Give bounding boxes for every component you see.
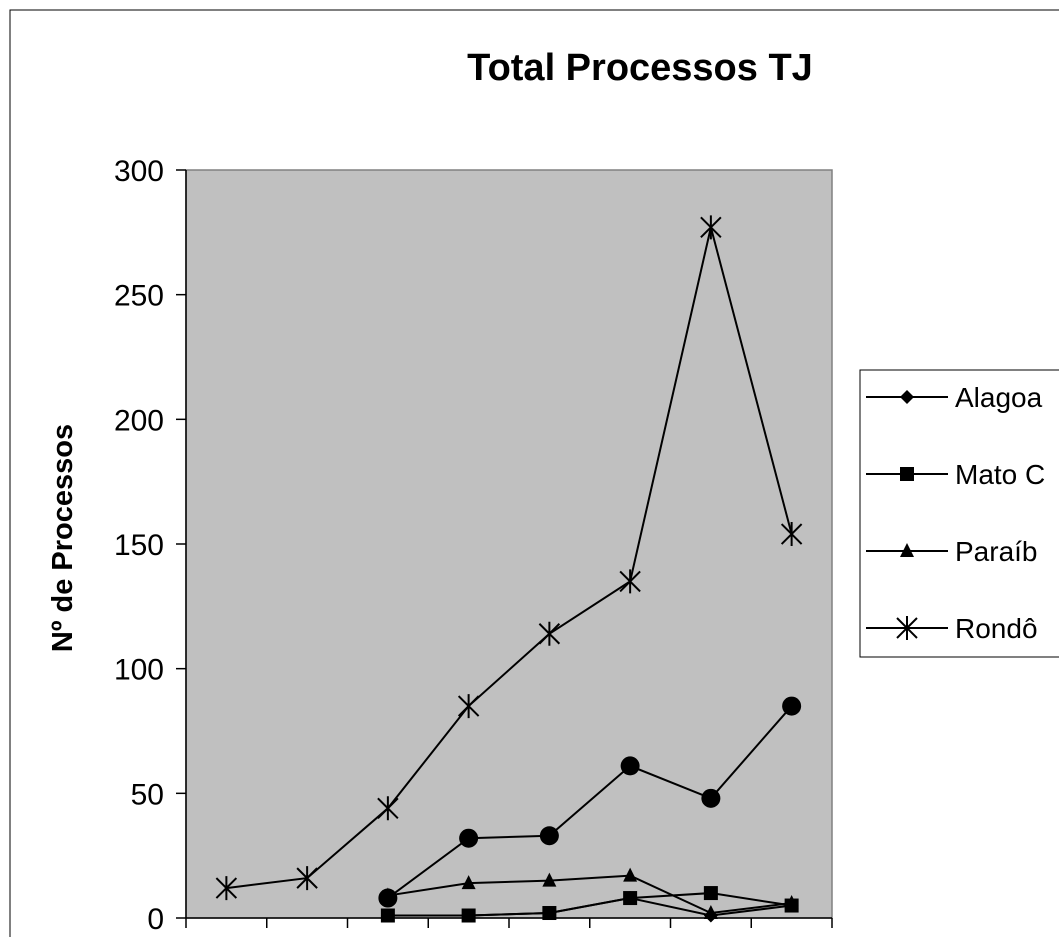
square-marker-shape <box>623 891 637 905</box>
legend-marker <box>900 467 914 481</box>
y-tick-label: 300 <box>114 155 164 188</box>
square-marker-shape <box>462 909 476 923</box>
square-marker-shape <box>900 467 914 481</box>
y-axis-label: Nº de Processos <box>47 424 79 652</box>
data-point <box>623 891 637 905</box>
data-point <box>462 909 476 923</box>
circle-marker-shape <box>701 789 720 808</box>
y-tick-label: 50 <box>131 778 164 811</box>
legend-label: Paraíb <box>955 536 1038 567</box>
legend: Alagoa Mato C Paraíb Rondô <box>860 370 1059 657</box>
legend-label: Mato C <box>955 459 1045 490</box>
plot-background <box>186 170 832 918</box>
data-point <box>540 826 559 845</box>
square-marker-shape <box>704 886 718 900</box>
data-point <box>704 886 718 900</box>
square-marker-shape <box>381 909 395 923</box>
circle-marker-shape <box>378 889 397 908</box>
y-tick-label: 200 <box>114 404 164 437</box>
legend-label: Rondô <box>955 613 1038 644</box>
y-tick-label: 0 <box>147 903 164 936</box>
circle-marker-shape <box>540 826 559 845</box>
y-tick-label: 250 <box>114 280 164 313</box>
data-point <box>381 909 395 923</box>
square-marker-shape <box>542 906 556 920</box>
y-tick-label: 100 <box>114 654 164 687</box>
legend-label: Alagoa <box>955 382 1043 413</box>
data-point <box>378 889 397 908</box>
circle-marker-shape <box>459 829 478 848</box>
plot-layer: 0 50 100 150 200 250 300 <box>114 155 832 936</box>
data-point <box>459 829 478 848</box>
circle-marker-shape <box>621 756 640 775</box>
data-point <box>621 756 640 775</box>
data-point <box>782 697 801 716</box>
y-tick-label: 150 <box>114 529 164 562</box>
data-point <box>542 906 556 920</box>
chart-title: Total Processos TJ <box>467 47 813 89</box>
circle-marker-shape <box>782 697 801 716</box>
data-point <box>701 789 720 808</box>
